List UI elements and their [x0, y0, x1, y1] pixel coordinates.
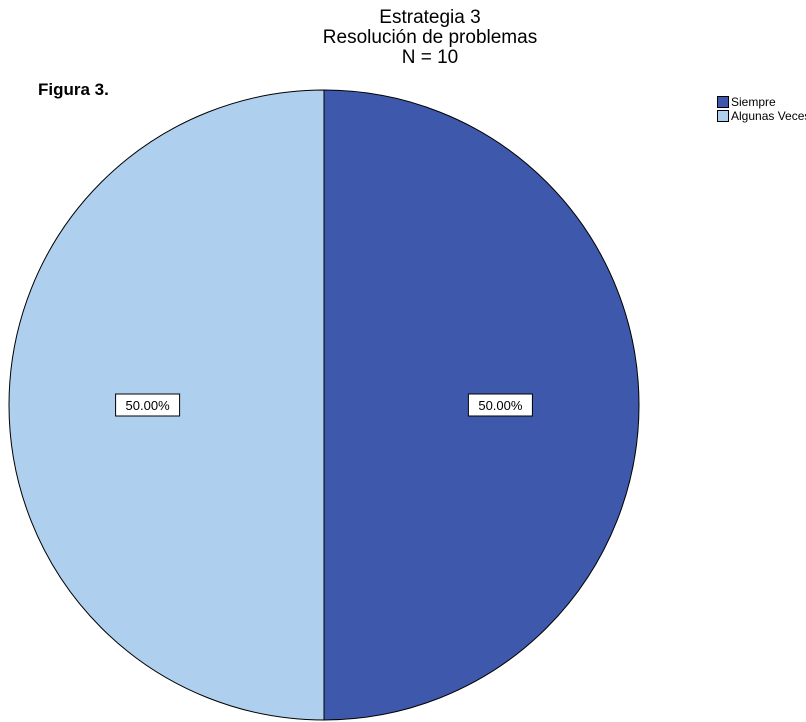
- legend-item-algunas-veces: Algunas Veces: [717, 109, 806, 123]
- svg-text:50.00%: 50.00%: [478, 398, 523, 413]
- figure-label: Figura 3.: [38, 80, 109, 99]
- legend-swatch-siempre: [717, 96, 729, 108]
- pie-label-siempre: 50.00%: [467, 393, 533, 417]
- chart-title: Estrategia 3: [379, 7, 481, 28]
- legend: Siempre Algunas Veces: [717, 95, 806, 123]
- legend-label-algunas-veces: Algunas Veces: [731, 109, 806, 123]
- chart-title-block: Estrategia 3 Resolución de problemas N =…: [270, 8, 590, 68]
- legend-label-siempre: Siempre: [731, 95, 776, 109]
- legend-swatch-algunas-veces: [717, 110, 729, 122]
- chart-subtitle: Resolución de problemas: [322, 27, 538, 48]
- pie-label-algunas-veces: 50.00%: [115, 393, 181, 417]
- svg-text:50.00%: 50.00%: [126, 398, 171, 413]
- legend-item-siempre: Siempre: [717, 95, 806, 109]
- chart-n-label: N = 10: [401, 47, 459, 68]
